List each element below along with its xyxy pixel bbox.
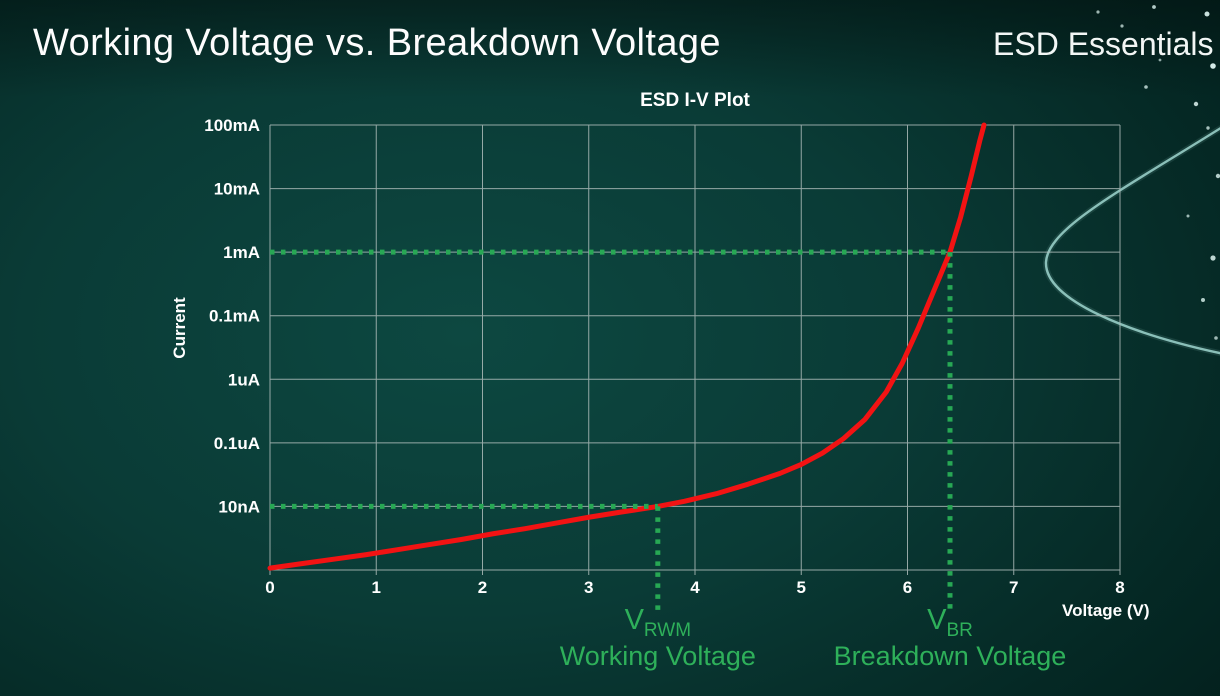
vrwm-marker-lines	[270, 503, 661, 612]
svg-text:4: 4	[690, 578, 700, 597]
vrwm-annotation: VRWM Working Voltage	[560, 604, 756, 671]
vbr-marker-lines	[270, 249, 953, 612]
svg-text:10nA: 10nA	[218, 497, 260, 516]
chart-title: ESD I-V Plot	[640, 90, 750, 111]
vrwm-symbol-subscript: RWM	[643, 619, 692, 641]
decor-swoosh-line	[1044, 127, 1220, 355]
vrwm-caption: Working Voltage	[559, 641, 756, 672]
x-axis-label: Voltage (V)	[1062, 601, 1150, 620]
svg-text:0.1mA: 0.1mA	[209, 307, 260, 326]
y-axis-label: Current	[170, 297, 189, 359]
svg-text:2: 2	[478, 578, 487, 597]
svg-text:1mA: 1mA	[223, 243, 260, 262]
svg-text:0.1uA: 0.1uA	[214, 434, 260, 453]
grid-lines	[269, 124, 1121, 575]
svg-text:0: 0	[265, 578, 274, 597]
page-title: Working Voltage vs. Breakdown Voltage	[33, 22, 721, 64]
vbr-caption: Breakdown Voltage	[833, 641, 1067, 672]
vbr-symbol-subscript: BR	[946, 619, 973, 641]
iv-curve	[267, 122, 987, 571]
svg-text:1uA: 1uA	[228, 370, 260, 389]
svg-text:6: 6	[903, 578, 912, 597]
svg-text:1: 1	[372, 578, 381, 597]
brand-label: ESD Essentials	[993, 26, 1214, 62]
sparkle-dots	[1096, 5, 1220, 340]
y-tick-labels: 100mA 10mA 1mA 0.1mA 1uA 0.1uA 10nA	[204, 116, 260, 516]
x-tick-labels: 0 1 2 3 4 5 6 7 8	[265, 578, 1124, 597]
svg-text:5: 5	[797, 578, 806, 597]
vbr-symbol-letter: V	[927, 604, 947, 636]
vrwm-symbol-letter: V	[624, 604, 644, 636]
svg-text:10mA: 10mA	[214, 180, 260, 199]
vrwm-symbol: VRWM	[560, 604, 756, 641]
svg-text:3: 3	[584, 578, 593, 597]
svg-text:8: 8	[1115, 578, 1124, 597]
svg-text:7: 7	[1009, 578, 1018, 597]
vbr-symbol: VBR	[834, 604, 1067, 641]
vbr-annotation: VBR Breakdown Voltage	[834, 604, 1067, 671]
svg-text:100mA: 100mA	[204, 116, 260, 135]
